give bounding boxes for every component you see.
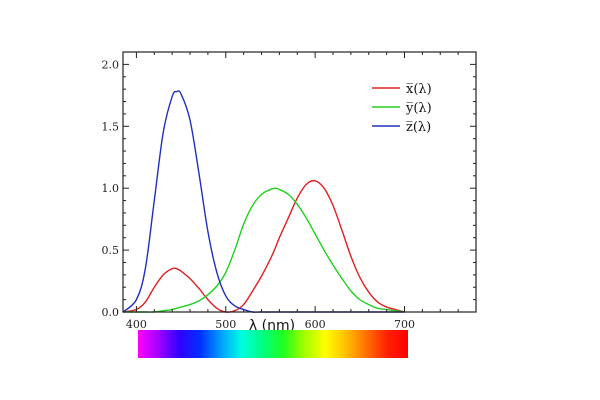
- x-tick-label: 400: [126, 318, 147, 331]
- y-tick-label: 0.5: [102, 244, 120, 257]
- series-lines: [122, 90, 405, 313]
- x-tick-label: 600: [305, 318, 326, 331]
- y-tick-label: 1.5: [102, 120, 120, 133]
- series-line-1: [122, 187, 405, 313]
- series-line-2: [122, 90, 405, 313]
- y-tick-label: 1.0: [102, 182, 120, 195]
- legend-label-0: x̅(λ): [406, 82, 432, 97]
- y-tick-label: 0.0: [102, 306, 120, 319]
- visible-spectrum-bar: [138, 330, 408, 358]
- legend-label-1: y̅(λ): [405, 101, 432, 116]
- plot-area-frame: [122, 51, 477, 313]
- y-tick-label: 2.0: [102, 58, 120, 71]
- series-line-0: [122, 179, 405, 313]
- legend-label-2: z̅(λ): [406, 120, 432, 135]
- legend: x̅(λ) y̅(λ) z̅(λ): [372, 82, 432, 135]
- x-tick-label: 700: [394, 318, 415, 331]
- x-tick-label: 500: [215, 318, 236, 331]
- axis-ticks: [123, 52, 477, 313]
- axis-tick-labels: 400 500 600 700 0.0 0.5 1.0 1.5 2.0: [102, 58, 416, 331]
